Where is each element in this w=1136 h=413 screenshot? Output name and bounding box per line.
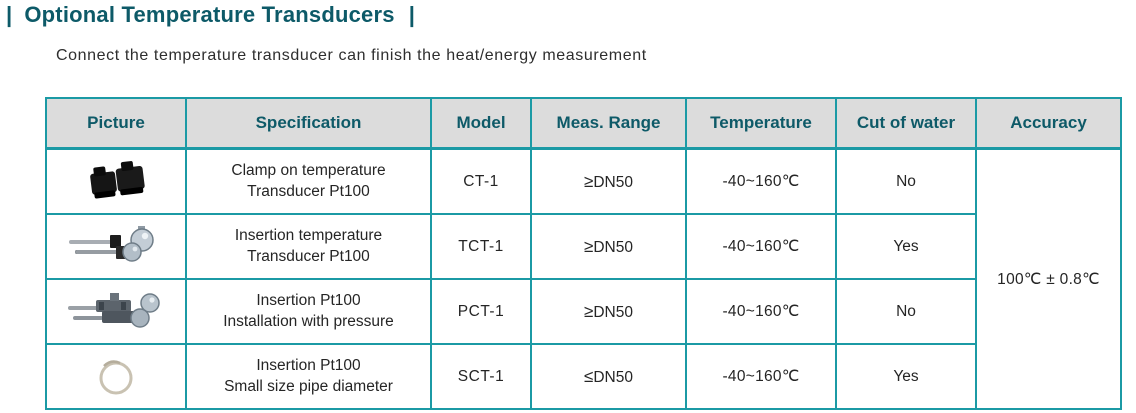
title-left-bar: | [6,2,13,27]
temperature-cell: -40~160℃ [685,147,837,215]
range-value: DN50 [593,173,633,191]
range-value: DN50 [593,238,633,256]
meas-range-cell: ≥DN50 [530,147,687,215]
table-row: Insertion Pt100 Installation with pressu… [45,278,1121,345]
spec-line-2: Small size pipe diameter [224,377,393,395]
spec-line-2: Installation with pressure [223,312,394,330]
temperature-cell: -40~160℃ [685,278,837,345]
picture-cell [45,343,187,410]
model-cell: SCT-1 [430,343,532,410]
meas-range-cell: ≥DN50 [530,213,687,280]
specification-cell: Insertion Pt100 Installation with pressu… [185,278,432,345]
table-row: Insertion Pt100 Small size pipe diameter… [45,343,1121,410]
transducer-spec-table: Picture Specification Model Meas. Range … [45,97,1122,410]
cut-of-water-cell: Yes [835,343,977,410]
page-subtitle: Connect the temperature transducer can f… [56,47,647,64]
column-header-meas-range: Meas. Range [530,97,687,150]
range-value: DN50 [593,368,633,386]
spec-line-1: Insertion Pt100 [256,292,361,310]
column-header-temperature: Temperature [685,97,837,150]
range-symbol: ≥ [584,236,594,256]
meas-range-cell: ≥DN50 [530,278,687,345]
spec-line-1: Clamp on temperature [231,162,386,180]
table-row: Clamp on temperature Transducer Pt100 CT… [45,147,1122,410]
title-right-bar: | [408,2,416,27]
insertion-transducer-photo [48,216,184,277]
cut-of-water-cell: Yes [835,213,977,280]
picture-cell [45,213,187,280]
spec-line-2: Transducer Pt100 [247,182,370,200]
specification-cell: Insertion Pt100 Small size pipe diameter [185,343,432,410]
clamp-on-transducer-photo [48,150,184,212]
page-title-line: | Optional Temperature Transducers | [6,2,415,28]
column-header-accuracy: Accuracy [975,97,1122,150]
spec-line-2: Transducer Pt100 [247,247,370,265]
range-symbol: ≥ [584,301,594,321]
range-symbol: ≤ [584,366,594,386]
spec-line-1: Insertion temperature [234,227,383,245]
meas-range-cell: ≤DN50 [530,343,687,410]
cut-of-water-cell: No [835,278,977,345]
spec-line-1: Insertion Pt100 [256,357,361,375]
picture-cell [45,278,187,345]
column-header-picture: Picture [45,97,187,150]
specification-cell: Clamp on temperature Transducer Pt100 [185,147,432,215]
temperature-cell: -40~160℃ [685,343,837,410]
column-header-model: Model [430,97,532,150]
specification-cell: Insertion temperature Transducer Pt100 [185,213,432,280]
column-header-cut-of-water: Cut of water [835,97,977,150]
range-symbol: ≥ [584,171,594,191]
picture-cell [45,147,187,215]
model-cell: TCT-1 [430,213,532,280]
insertion-pressure-transducer-photo [48,281,184,342]
table-row: Insertion temperature Transducer Pt100 T… [45,213,1121,280]
model-cell: PCT-1 [430,278,532,345]
insertion-small-pipe-transducer-photo [48,346,184,407]
table-header-row: Picture Specification Model Meas. Range … [45,97,1122,150]
range-value: DN50 [593,303,633,321]
column-header-specification: Specification [185,97,432,150]
temperature-cell: -40~160℃ [685,213,837,280]
page-title: Optional Temperature Transducers [24,2,395,27]
accuracy-merged-cell: 100℃ ± 0.8℃ [975,147,1122,410]
model-cell: CT-1 [430,147,532,215]
cut-of-water-cell: No [835,147,977,215]
